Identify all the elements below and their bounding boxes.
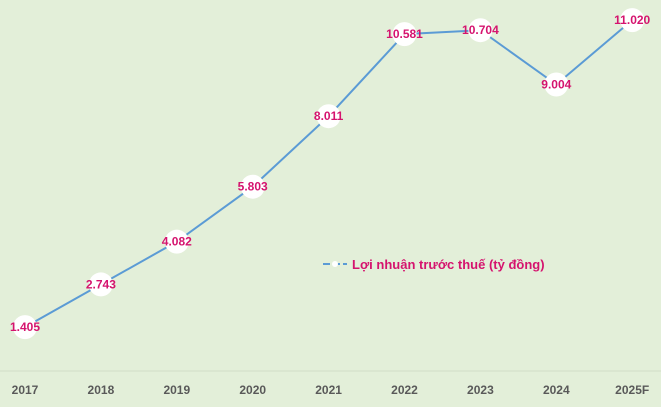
data-label: 4.082 <box>162 235 192 249</box>
data-point <box>88 272 113 297</box>
x-tick-label: 2024 <box>543 383 570 397</box>
data-label: 10.581 <box>386 27 423 41</box>
data-label: 10.704 <box>462 23 499 37</box>
data-point <box>620 8 645 33</box>
data-label: 2.743 <box>86 277 116 291</box>
x-tick-label: 2021 <box>315 383 342 397</box>
data-label: 1.405 <box>10 320 40 334</box>
legend-label: Lợi nhuận trước thuế (tỷ đồng) <box>352 257 545 272</box>
data-label: 8.011 <box>314 109 344 123</box>
data-point <box>468 18 493 43</box>
legend: Lợi nhuận trước thuế (tỷ đồng) <box>323 257 545 272</box>
x-tick-label: 2017 <box>12 383 39 397</box>
data-point <box>392 22 417 47</box>
x-tick-label: 2023 <box>467 383 494 397</box>
x-tick-label: 2025F <box>615 383 649 397</box>
data-point <box>316 104 341 129</box>
data-point <box>240 174 265 199</box>
series-line <box>24 19 633 329</box>
data-label: 5.803 <box>238 180 268 194</box>
data-label: 9.004 <box>541 78 571 92</box>
data-label: 11.020 <box>614 13 650 27</box>
x-tick-label: 2019 <box>163 383 190 397</box>
data-point <box>544 72 569 97</box>
x-tick-label: 2022 <box>391 383 418 397</box>
data-point <box>13 315 37 340</box>
legend-dot-marker <box>332 261 338 267</box>
x-tick-label: 2018 <box>88 383 115 397</box>
x-tick-label: 2020 <box>239 383 266 397</box>
data-point <box>164 229 189 254</box>
